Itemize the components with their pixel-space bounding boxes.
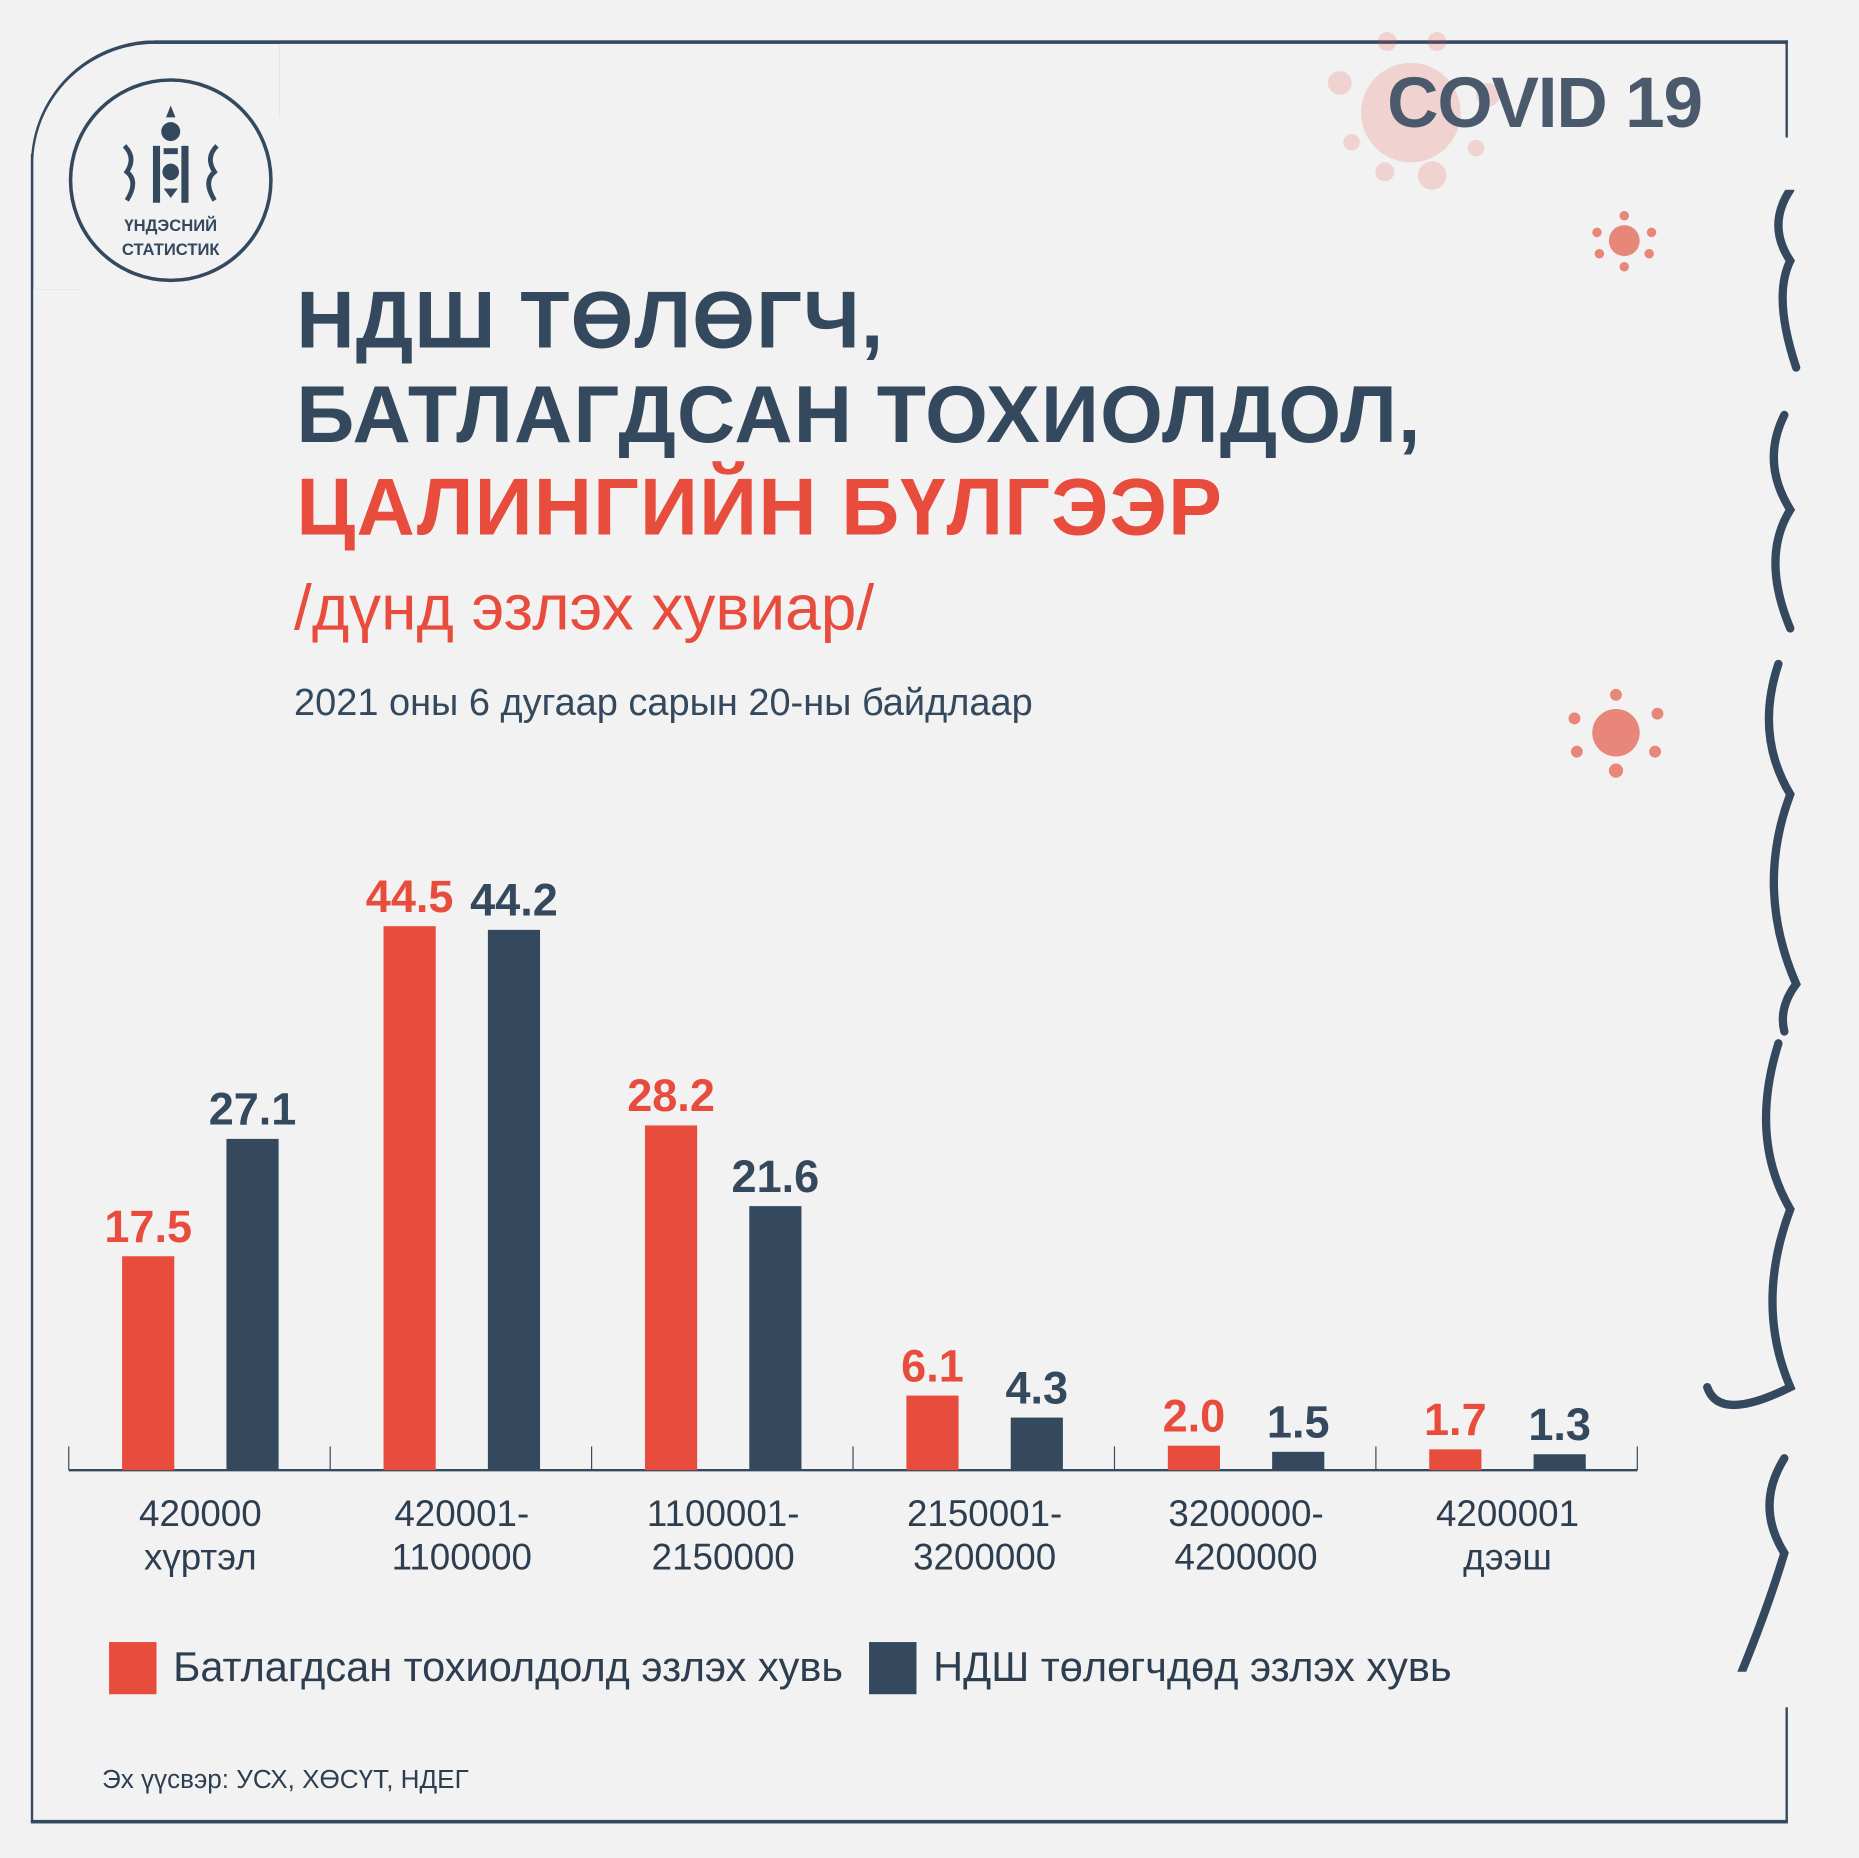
frame-border bbox=[30, 154, 34, 1823]
x-tick-label: 4200001 bbox=[1436, 1493, 1579, 1534]
legend-swatch-confirmed bbox=[109, 1642, 157, 1695]
bar-confirmed bbox=[122, 1256, 175, 1471]
x-tick-label: 1100000 bbox=[392, 1537, 532, 1578]
frame-border bbox=[1785, 1707, 1788, 1823]
bar-payers bbox=[1010, 1417, 1063, 1471]
x-tick-label: 3200000- bbox=[1168, 1493, 1323, 1534]
bar-payers bbox=[487, 929, 541, 1471]
legend-label-payers: НДШ төлөгчдөд эзлэх хувь bbox=[933, 1644, 1452, 1691]
data-label: 44.5 bbox=[366, 871, 454, 922]
source-note: Эх үүсвэр: УСХ, ХӨСҮТ, НДЕГ bbox=[101, 1764, 469, 1794]
x-tick-label: 4200000 bbox=[1175, 1537, 1318, 1578]
bar-payers bbox=[749, 1206, 802, 1471]
data-label: 1.5 bbox=[1267, 1397, 1330, 1448]
data-label: 6.1 bbox=[901, 1340, 964, 1391]
bar-confirmed bbox=[383, 926, 436, 1471]
bar-payers bbox=[1533, 1454, 1586, 1471]
x-tick-label: 2150001- bbox=[907, 1493, 1062, 1534]
x-tick-label: 420000 bbox=[139, 1493, 262, 1534]
bar-payers bbox=[226, 1138, 279, 1471]
title-line-1: НДШ ТӨЛӨГЧ, bbox=[296, 275, 885, 366]
frame-border bbox=[154, 40, 1788, 44]
data-label: 44.2 bbox=[470, 875, 558, 926]
soyombo-emblem-icon bbox=[122, 105, 219, 203]
data-label: 1.3 bbox=[1528, 1399, 1591, 1450]
date-subtitle: 2021 оны 6 дугаар сарын 20-ны байдлаар bbox=[294, 680, 1033, 724]
bar-confirmed bbox=[1429, 1449, 1482, 1471]
frame-corner bbox=[30, 40, 280, 290]
x-tick-label: дээш bbox=[1463, 1537, 1552, 1578]
data-label: 28.2 bbox=[627, 1070, 715, 1121]
x-tick-label: 2150000 bbox=[652, 1537, 795, 1578]
bar-confirmed bbox=[644, 1125, 698, 1471]
data-label: 1.7 bbox=[1424, 1394, 1487, 1445]
virus-icon bbox=[1568, 688, 1664, 778]
bar-payers bbox=[1272, 1451, 1325, 1471]
x-tick-label: 1100001- bbox=[647, 1493, 800, 1534]
bar-confirmed bbox=[906, 1395, 959, 1471]
logo-text: СТАТИСТИК bbox=[121, 239, 220, 259]
data-label: 21.6 bbox=[732, 1151, 820, 1202]
virus-icon bbox=[1592, 211, 1657, 272]
legend-swatch-payers bbox=[869, 1642, 917, 1695]
legend: Батлагдсан тохиолдолд эзлэх хувь НДШ төл… bbox=[109, 1642, 1452, 1695]
x-tick-label: хүртэл bbox=[144, 1537, 257, 1578]
virus-icon bbox=[1327, 32, 1500, 190]
data-label: 2.0 bbox=[1163, 1390, 1226, 1441]
national-statistics-logo: ҮНДЭСНИЙ СТАТИСТИК bbox=[68, 78, 273, 283]
data-label: 27.1 bbox=[209, 1084, 297, 1135]
unit-subtitle: /дүнд эзлэх хувиар/ bbox=[294, 572, 875, 644]
mongolian-script-decoration bbox=[1703, 189, 1801, 1672]
data-label: 17.5 bbox=[104, 1201, 192, 1252]
data-label: 4.3 bbox=[1005, 1362, 1068, 1413]
x-tick-label: 3200000 bbox=[913, 1537, 1056, 1578]
title-line-2: БАТЛАГДСАН ТОХИОЛДОЛ, bbox=[296, 369, 1422, 461]
legend-label-confirmed: Батлагдсан тохиолдолд эзлэх хувь bbox=[173, 1644, 844, 1691]
x-tick-label: 420001- bbox=[394, 1493, 529, 1534]
frame-border bbox=[30, 1819, 1788, 1824]
logo-text: ҮНДЭСНИЙ bbox=[124, 215, 218, 235]
title-line-3: ЦАЛИНГИЙН БҮЛГЭЭР bbox=[296, 462, 1224, 553]
bar-confirmed bbox=[1167, 1445, 1220, 1471]
frame-border bbox=[1785, 40, 1788, 138]
covid-badge: COVID 19 bbox=[1387, 62, 1703, 143]
